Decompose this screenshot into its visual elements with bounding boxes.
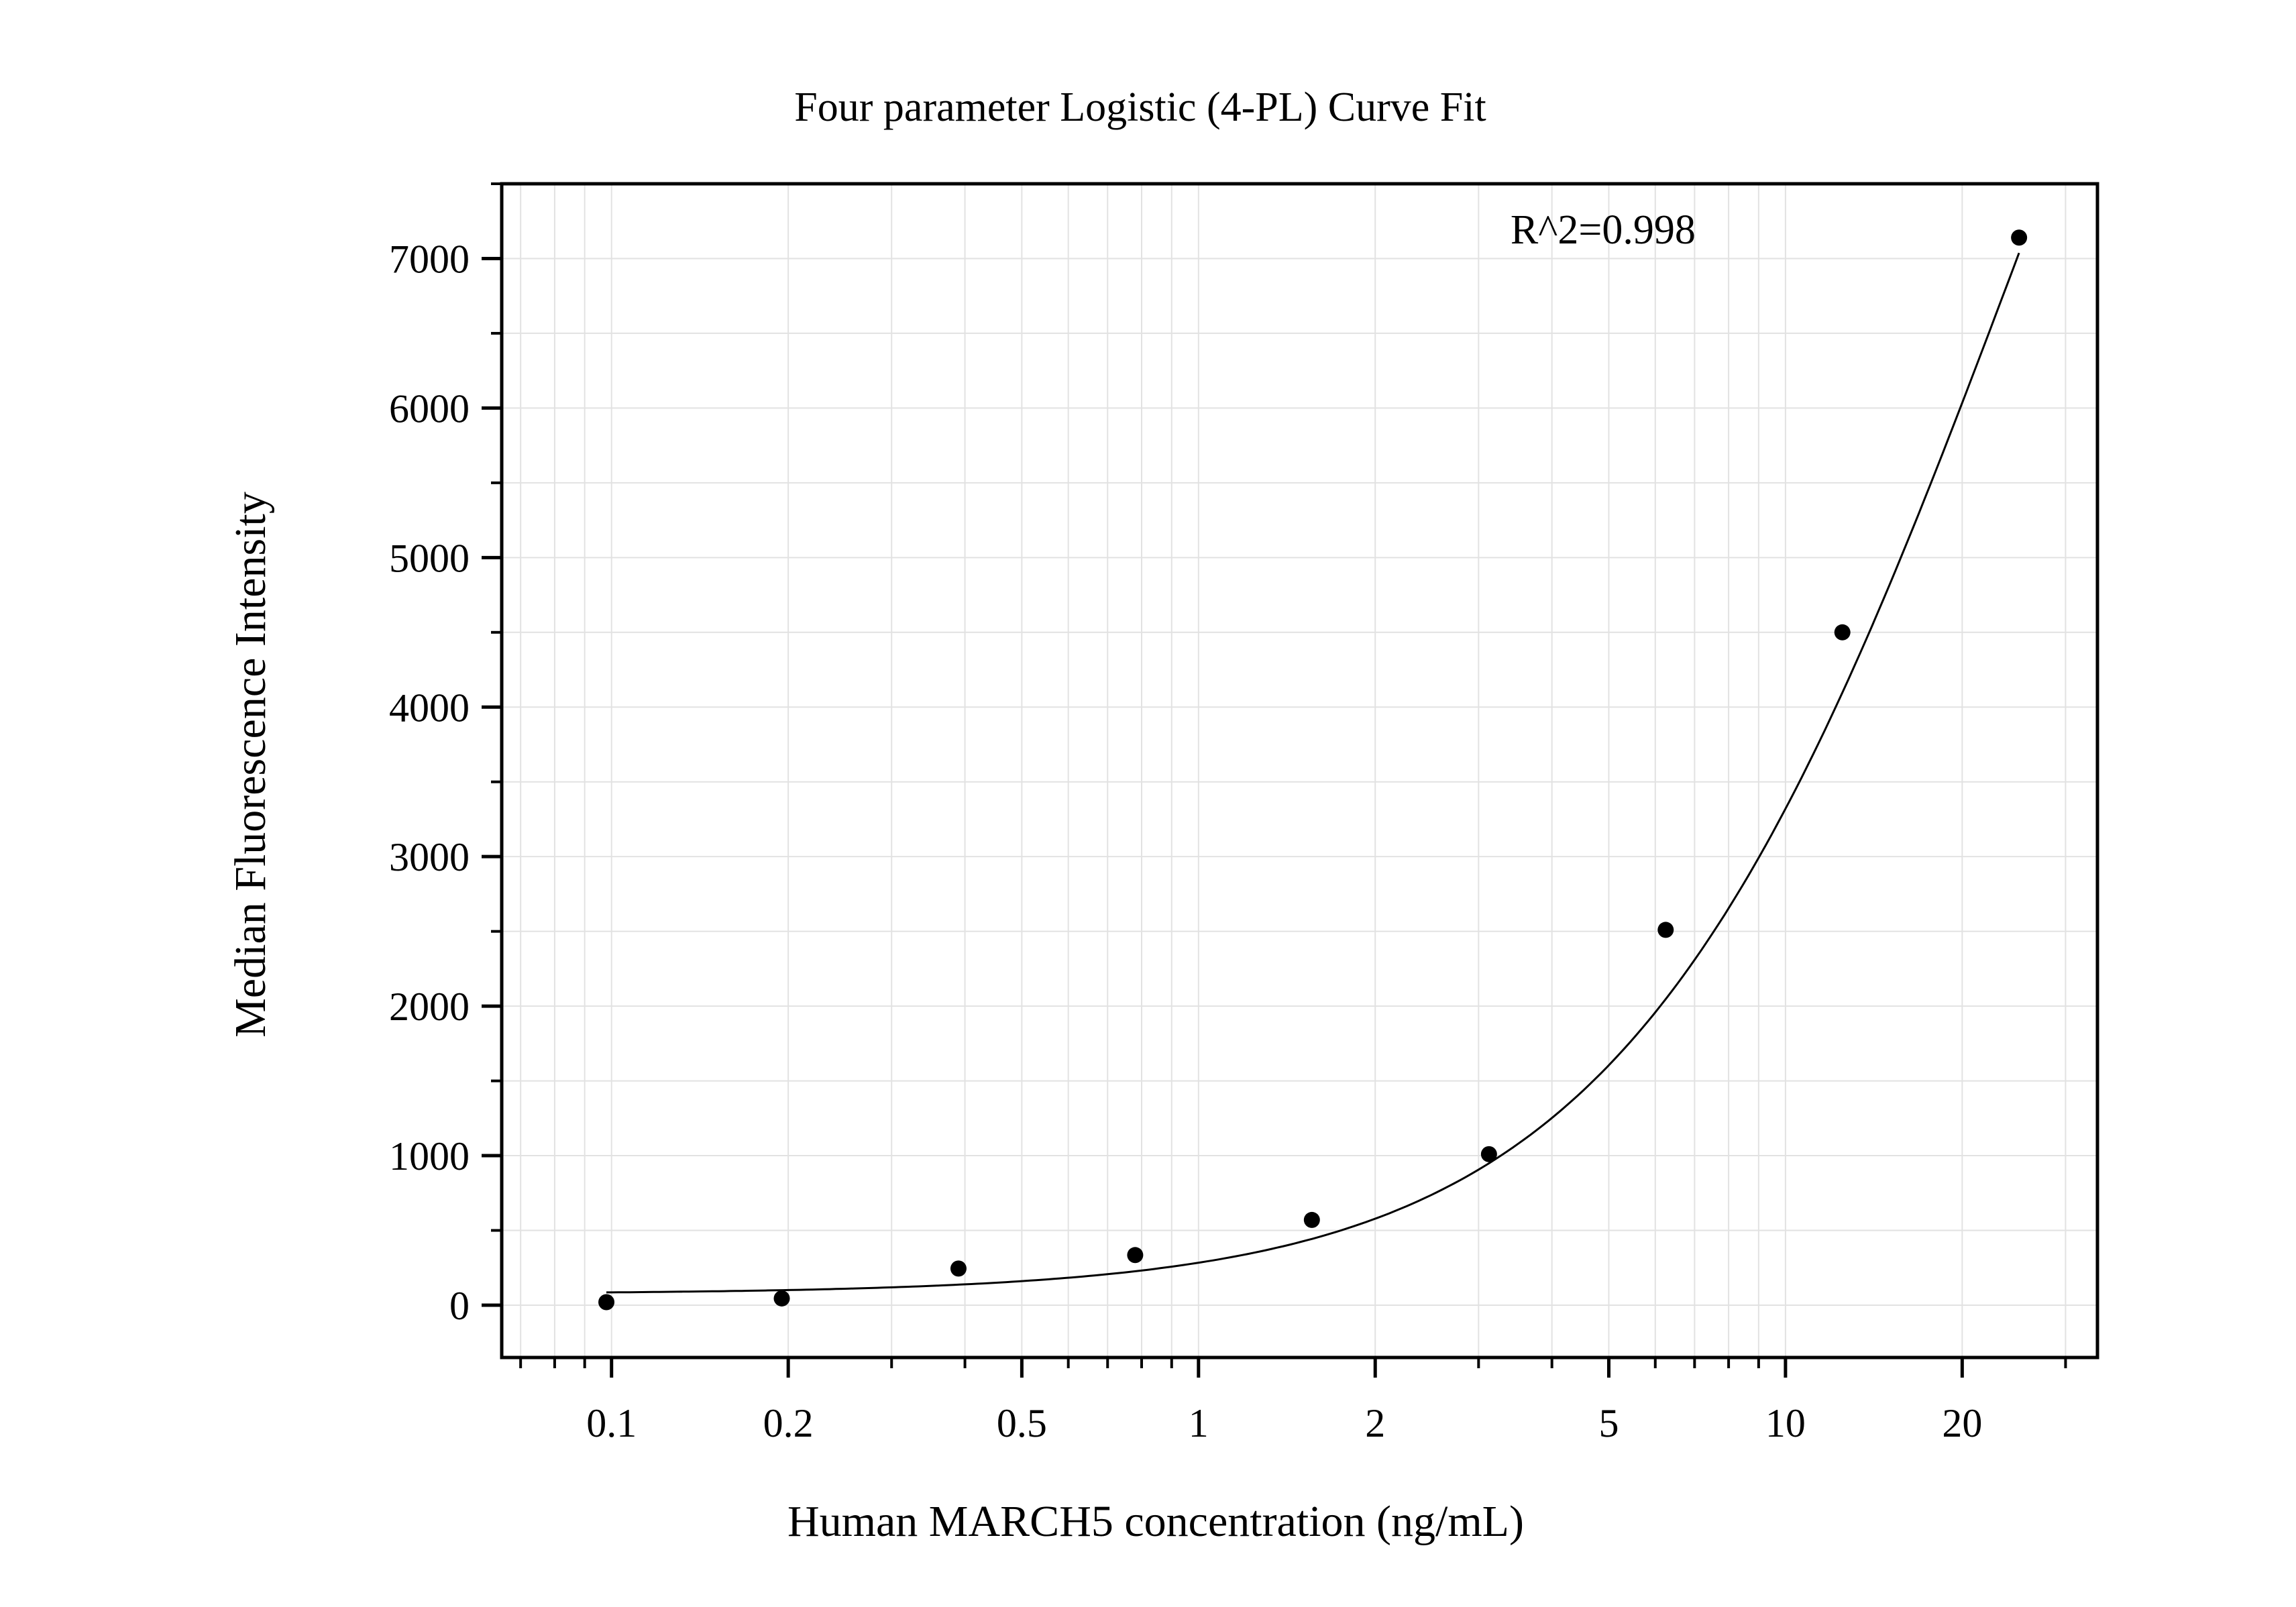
- x-axis-label: Human MARCH5 concentration (ng/mL): [787, 1497, 1524, 1546]
- data-point: [1657, 922, 1674, 938]
- x-tick-label: 0.2: [763, 1401, 814, 1445]
- data-point: [773, 1290, 790, 1307]
- chart-title: Four parameter Logistic (4-PL) Curve Fit: [794, 85, 1486, 130]
- fit-curve-group: [606, 252, 2020, 1294]
- data-point: [598, 1294, 615, 1311]
- y-tick-label: 6000: [389, 386, 470, 431]
- x-tick-label: 1: [1189, 1401, 1209, 1445]
- grid: [502, 183, 2097, 1357]
- y-tick-label: 5000: [389, 536, 470, 580]
- data-point: [1303, 1211, 1320, 1228]
- data-point: [2011, 229, 2028, 246]
- x-tick-label: 10: [1765, 1401, 1806, 1445]
- fit-curve: [606, 252, 2020, 1294]
- plot-frame: [500, 182, 2099, 1360]
- y-tick-label: 0: [449, 1284, 470, 1328]
- axis-ticks: [482, 182, 2067, 1378]
- y-tick-label: 2000: [389, 985, 470, 1029]
- data-point: [1480, 1146, 1497, 1162]
- x-tick-label: 0.5: [997, 1401, 1047, 1445]
- y-tick-label: 7000: [389, 237, 470, 281]
- x-tick-label: 5: [1598, 1401, 1619, 1445]
- y-tick-label: 4000: [389, 685, 470, 730]
- y-tick-label: 3000: [389, 835, 470, 879]
- x-tick-label: 20: [1942, 1401, 1982, 1445]
- data-points: [598, 229, 2028, 1311]
- data-point: [950, 1260, 967, 1277]
- y-tick-label: 1000: [389, 1134, 470, 1178]
- r-squared-annotation: R^2=0.998: [1511, 207, 1696, 253]
- data-point: [1127, 1247, 1144, 1264]
- x-tick-label: 0.1: [586, 1401, 637, 1445]
- x-tick-label: 2: [1365, 1401, 1385, 1445]
- data-point: [1834, 624, 1851, 641]
- tick-labels: 0.1 0.2 0.5 1 2 5 10 20 0 1000 2000 3000 4000 5000 600…: [389, 237, 1982, 1445]
- y-axis-label: Median Fluorescence Intensity: [226, 492, 275, 1038]
